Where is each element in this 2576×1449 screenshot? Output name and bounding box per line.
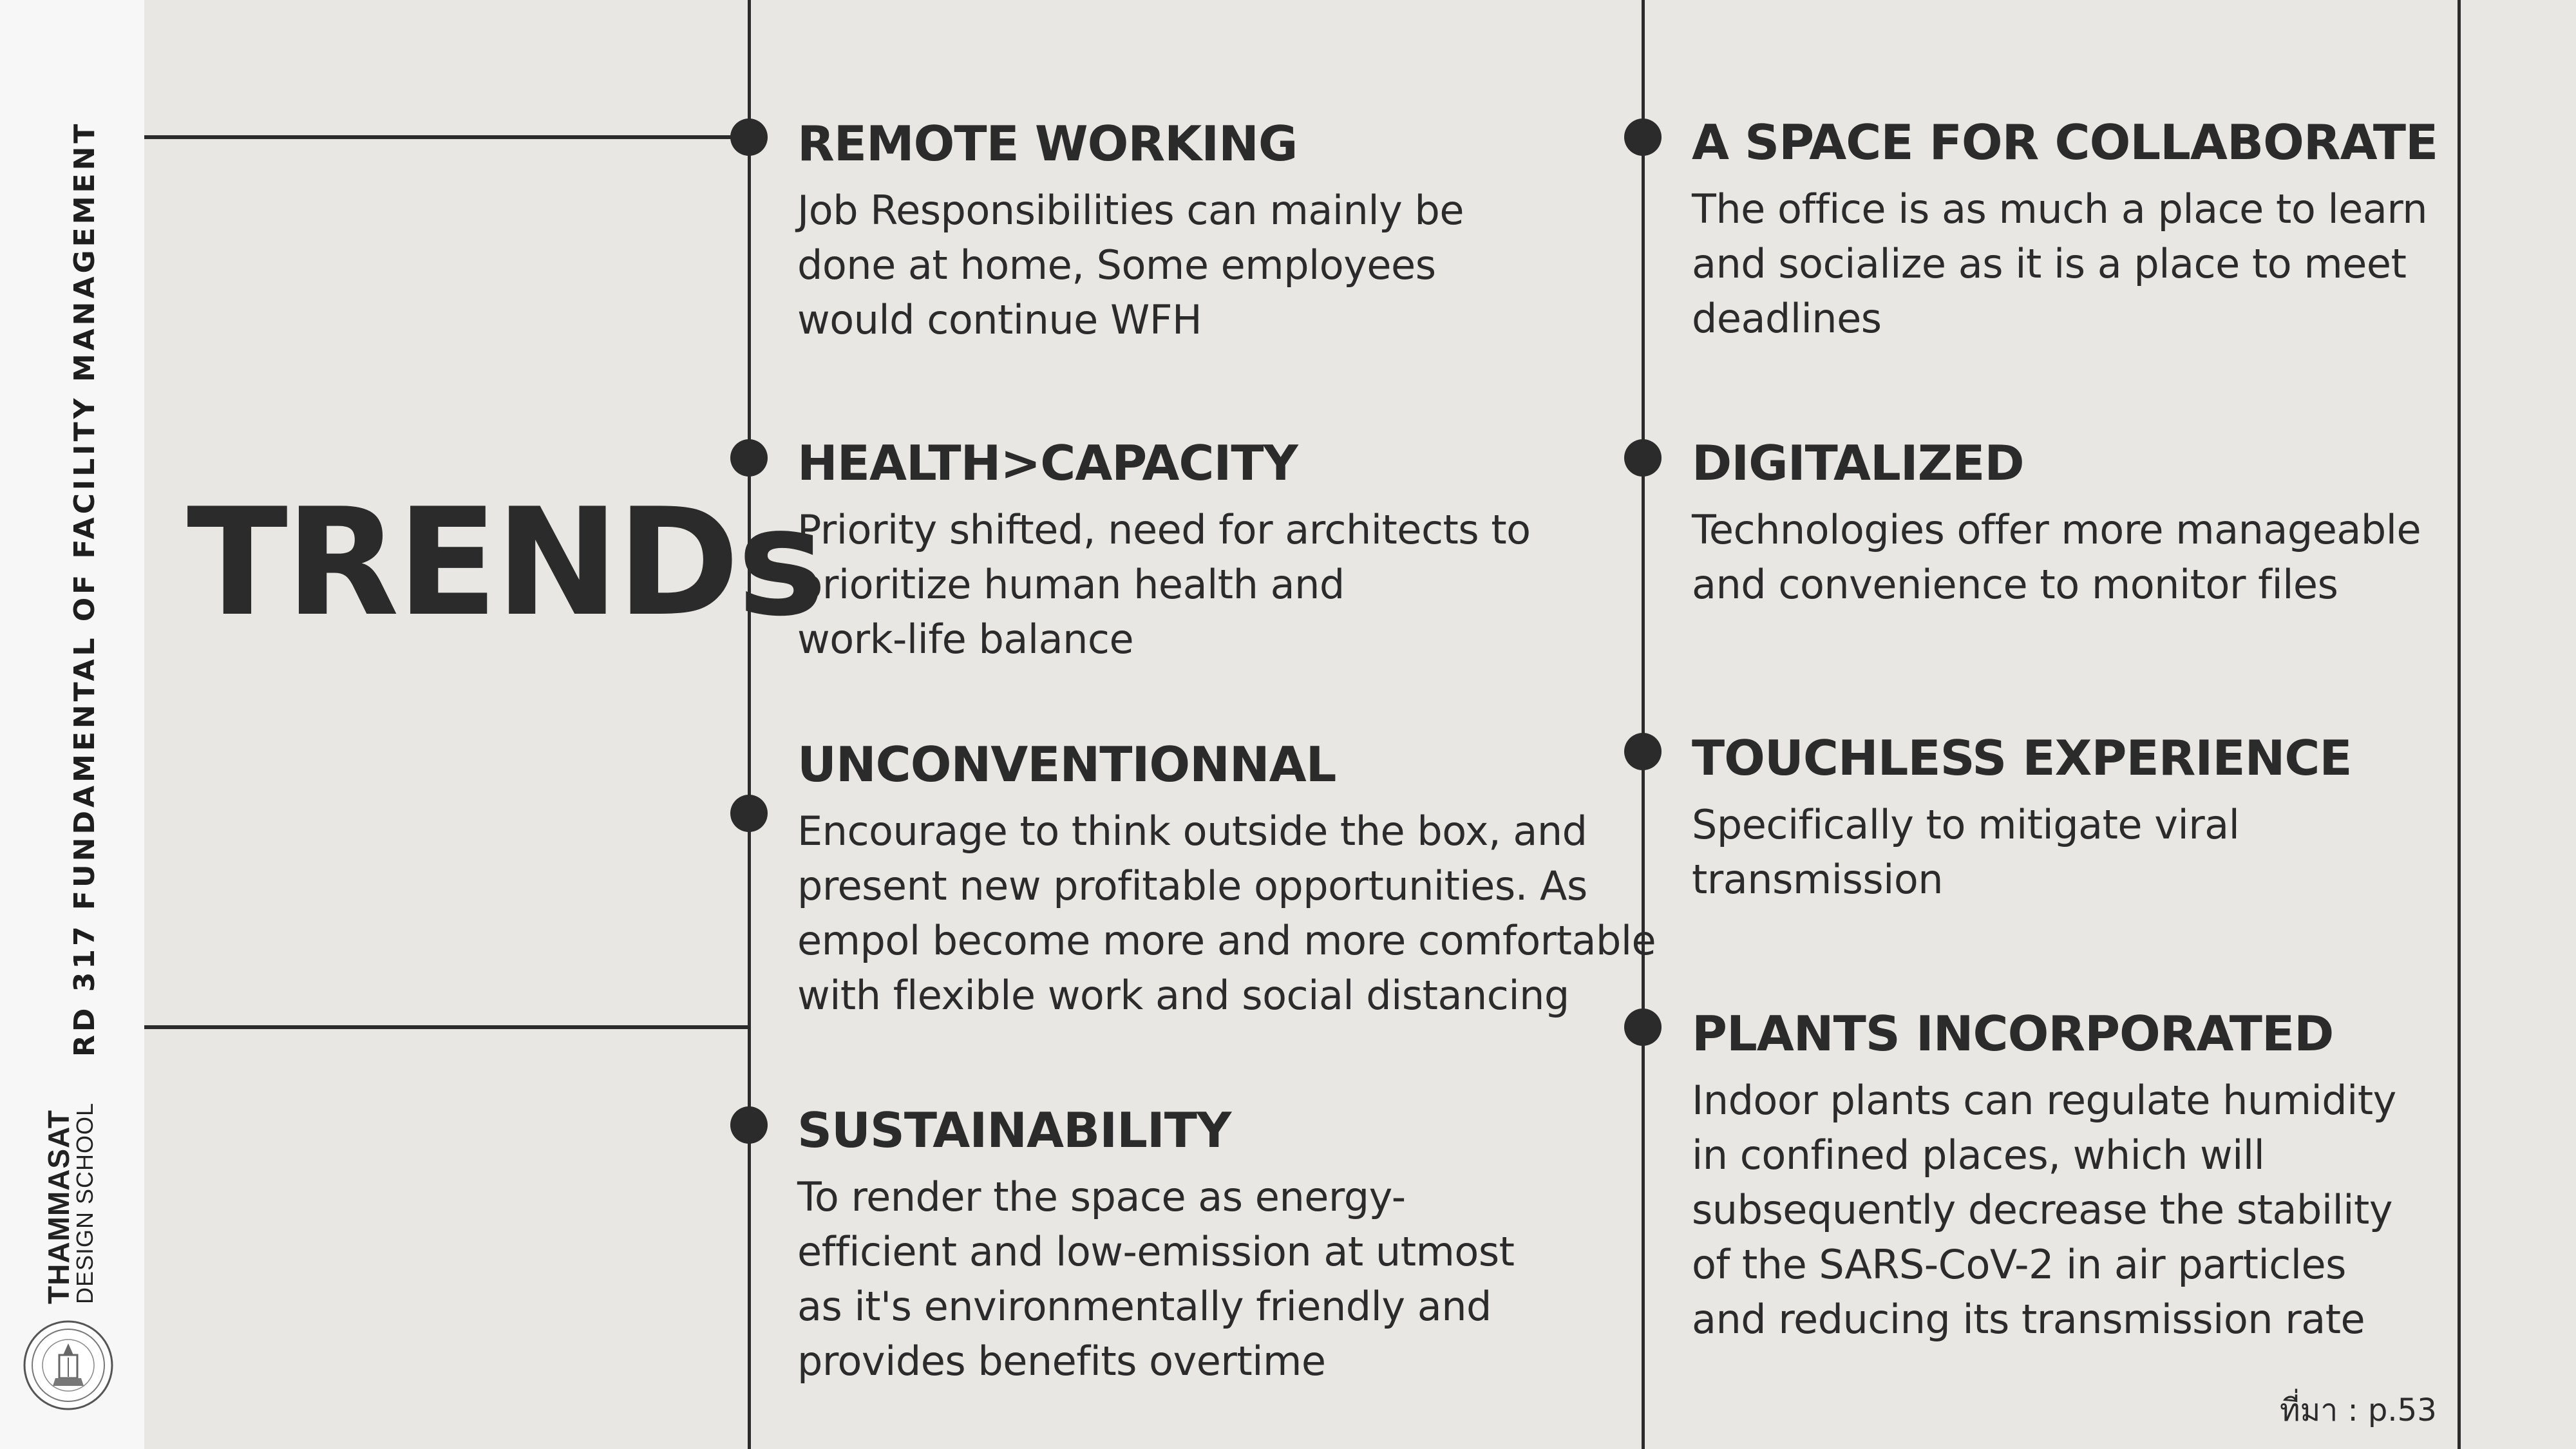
timeline-dot: [730, 118, 768, 156]
trend-heading: A SPACE FOR COLLABORATE: [1692, 114, 2438, 171]
trend-heading: DIGITALIZED: [1692, 435, 2025, 491]
divider-bottom: [144, 1025, 750, 1029]
trend-heading: PLANTS INCORPORATED: [1692, 1005, 2334, 1062]
timeline-dot: [1624, 118, 1662, 156]
sidebar: RD 317 FUNDAMENTAL OF FACILITY MANAGEMEN…: [0, 0, 144, 1449]
university-seal-icon: [23, 1320, 113, 1410]
trend-health-capacity: HEALTH>CAPACITY Priority shifted, need f…: [797, 435, 1531, 667]
trend-description: Specifically to mitigate viral transmiss…: [1692, 801, 2240, 904]
timeline-dot: [1624, 1009, 1662, 1046]
timeline-dot: [1624, 733, 1662, 770]
timeline-right: [1642, 0, 1645, 1449]
course-title: RD 317 FUNDAMENTAL OF FACILITY MANAGEMEN…: [68, 120, 101, 1057]
timeline-left: [748, 0, 751, 1449]
trend-description: To render the space as energy- efficient…: [797, 1173, 1515, 1385]
trend-description: Indoor plants can regulate humidity in c…: [1692, 1077, 2396, 1343]
school-name-line1: THAMMASAT: [42, 1110, 75, 1304]
timeline-dot: [730, 439, 768, 477]
timeline-dot: [730, 795, 768, 832]
trend-digitalized: DIGITALIZED Technologies offer more mana…: [1692, 435, 2421, 612]
trend-sustainability: SUSTAINABILITY To render the space as en…: [797, 1102, 1515, 1388]
trend-description: Priority shifted, need for architects to…: [797, 506, 1531, 663]
timeline-dot: [1624, 439, 1662, 477]
trend-description: Technologies offer more manageable and c…: [1692, 506, 2421, 609]
trend-heading: REMOTE WORKING: [797, 115, 1298, 172]
trend-heading: UNCONVENTIONNAL: [797, 736, 1336, 793]
trend-unconventional: UNCONVENTIONNAL Encourage to think outsi…: [797, 737, 1656, 1023]
page-title: TRENDs: [187, 477, 825, 649]
trend-plants-incorporated: PLANTS INCORPORATED Indoor plants can re…: [1692, 1006, 2396, 1347]
trend-space-for-collaborate: A SPACE FOR COLLABORATE The office is as…: [1692, 115, 2438, 346]
school-name-line2: DESIGN SCHOOL: [71, 1102, 98, 1304]
divider-top: [144, 135, 750, 139]
trend-description: Job Responsibilities can mainly be done …: [797, 187, 1464, 344]
trend-remote-working: REMOTE WORKING Job Responsibilities can …: [797, 116, 1464, 347]
trend-heading: TOUCHLESS EXPERIENCE: [1692, 730, 2353, 786]
trend-heading: HEALTH>CAPACITY: [797, 435, 1298, 491]
trend-description: Encourage to think outside the box, and …: [797, 808, 1656, 1019]
page-right-border: [2458, 0, 2461, 1449]
trend-touchless-experience: TOUCHLESS EXPERIENCE Specifically to mit…: [1692, 730, 2353, 907]
timeline-dot: [730, 1106, 768, 1144]
trend-heading: SUSTAINABILITY: [797, 1102, 1231, 1159]
source-reference: ที่มา : p.53: [2280, 1392, 2437, 1428]
trend-description: The office is as much a place to learn a…: [1692, 185, 2428, 343]
school-name: THAMMASAT DESIGN SCHOOL: [42, 1102, 98, 1304]
